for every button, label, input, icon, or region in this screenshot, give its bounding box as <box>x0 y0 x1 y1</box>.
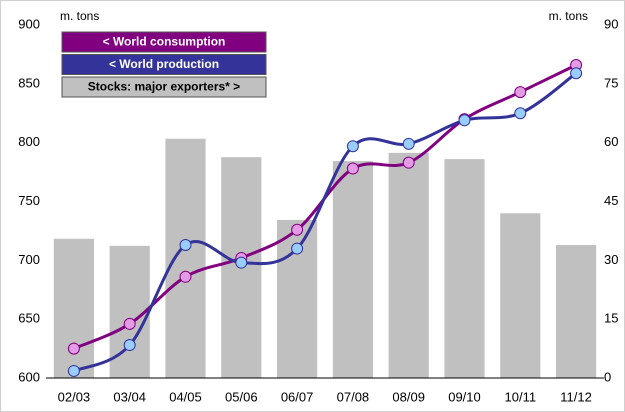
bar <box>444 159 485 378</box>
legend-label: Stocks: major exporters* > <box>88 80 240 94</box>
marker <box>570 67 583 80</box>
y2-tick-label: 30 <box>604 252 618 267</box>
y-tick-label: 600 <box>18 369 40 384</box>
marker <box>514 107 527 120</box>
x-tick-label: 03/04 <box>113 389 146 404</box>
y2-tick-label: 15 <box>604 311 618 326</box>
marker <box>346 162 359 175</box>
x-tick-label: 09/10 <box>448 389 481 404</box>
y-tick-label: 900 <box>18 16 40 31</box>
marker <box>67 364 80 377</box>
marker <box>67 342 80 355</box>
y2-tick-label: 75 <box>604 75 618 90</box>
legend-box <box>61 76 267 98</box>
marker <box>346 140 359 153</box>
marker <box>402 156 415 169</box>
x-tick-label: 04/05 <box>169 389 202 404</box>
y2-tick-label: 0 <box>604 369 611 384</box>
x-tick-label: 05/06 <box>225 389 258 404</box>
y-tick-label: 850 <box>18 75 40 90</box>
marker <box>235 256 248 269</box>
y-tick-label: 750 <box>18 193 40 208</box>
legend-box <box>61 31 267 53</box>
marker <box>123 317 136 330</box>
bar <box>53 238 94 378</box>
x-tick-label: 08/09 <box>392 389 425 404</box>
legend-label: < World consumption <box>103 35 226 49</box>
marker <box>123 339 136 352</box>
bar <box>165 138 206 378</box>
line <box>73 63 577 350</box>
y2-tick-label: 45 <box>604 193 618 208</box>
x-tick-label: 10/11 <box>505 389 537 404</box>
bar <box>500 213 541 378</box>
legend-box <box>61 54 267 75</box>
legend-label: < World production <box>109 57 219 71</box>
x-tick-label: 02/03 <box>58 389 91 404</box>
marker <box>179 270 192 283</box>
bar <box>332 161 373 378</box>
marker <box>291 242 304 255</box>
y-axis-label: m. tons <box>60 9 99 23</box>
marker <box>458 114 471 127</box>
y-tick-label: 650 <box>18 311 40 326</box>
line <box>73 72 577 373</box>
x-tick-label: 07/08 <box>337 389 370 404</box>
y-tick-label: 800 <box>18 134 40 149</box>
bar <box>556 245 597 378</box>
bar <box>388 152 429 378</box>
x-tick-label: 11/12 <box>560 389 592 404</box>
y2-axis-label: m. tons <box>549 9 588 23</box>
x-tick-label: 06/07 <box>281 389 314 404</box>
marker <box>402 137 415 150</box>
y2-tick-label: 60 <box>604 134 618 149</box>
y-tick-label: 700 <box>18 252 40 267</box>
marker <box>514 86 527 99</box>
y2-tick-label: 90 <box>604 16 618 31</box>
marker <box>291 223 304 236</box>
marker <box>179 239 192 252</box>
